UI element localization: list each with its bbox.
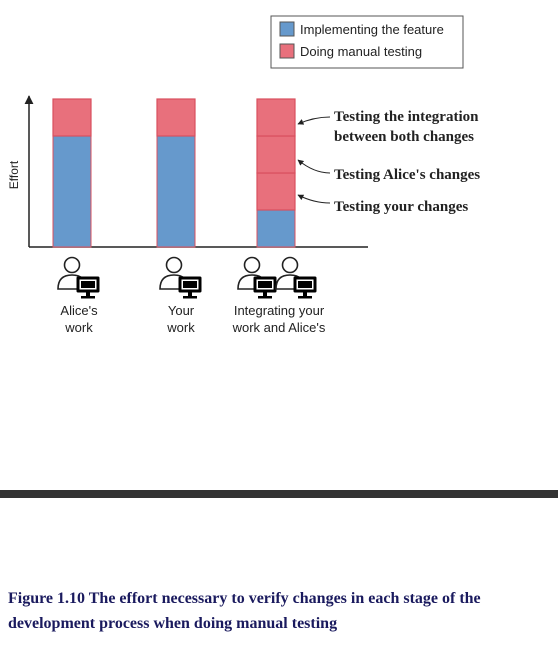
annotation-text-1-0: Testing Alice's changes xyxy=(334,167,480,183)
annotations: Testing the integration between both chan… xyxy=(297,109,480,215)
bar-testing-2-0 xyxy=(256,172,296,211)
category-labels: Alice's work Your work Integrating your work … xyxy=(60,303,325,335)
annotation-text-0-1: between both changes xyxy=(334,129,474,145)
legend-entry-0: Implementing the feature xyxy=(300,22,444,37)
bar-implementing-1 xyxy=(156,135,196,248)
bars xyxy=(52,98,296,248)
figure-caption: Figure 1.10 The effort necessary to veri… xyxy=(8,590,481,632)
effort-chart: Implementing the feature Doing manual tes… xyxy=(7,15,480,335)
bar-testing-0-0 xyxy=(52,98,92,137)
annotation-text-0-0: Testing the integration xyxy=(334,109,479,125)
bar-testing-1-0 xyxy=(156,98,196,137)
legend: Implementing the feature Doing manual tes… xyxy=(270,15,464,69)
legend-swatch-1 xyxy=(279,43,295,59)
bar-testing-2-2 xyxy=(256,98,296,137)
legend-swatch-0 xyxy=(279,21,295,37)
category-label-0-1: work xyxy=(64,320,93,335)
category-icons xyxy=(57,256,317,299)
annotation-arrow-2 xyxy=(297,194,331,204)
category-label-0-0: Alice's xyxy=(60,303,98,318)
category-label-2-1: work and Alice's xyxy=(232,320,326,335)
annotation-text-2-0: Testing your changes xyxy=(334,199,468,215)
annotation-arrow-1 xyxy=(297,159,331,174)
section-divider xyxy=(0,490,558,498)
bar-implementing-0 xyxy=(52,135,92,248)
two-people-at-computers-icon-2 xyxy=(237,256,317,299)
legend-entry-1: Doing manual testing xyxy=(300,44,422,59)
legend-box xyxy=(270,15,464,69)
bar-implementing-2 xyxy=(256,209,296,248)
annotation-arrow-0 xyxy=(297,116,331,125)
person-at-computer-icon-0 xyxy=(57,256,100,299)
category-label-1-0: Your xyxy=(168,303,195,318)
bar-testing-2-1 xyxy=(256,135,296,174)
category-label-1-1: work xyxy=(166,320,195,335)
person-at-computer-icon-1 xyxy=(159,256,202,299)
category-label-2-0: Integrating your xyxy=(234,303,325,318)
y-axis-label: Effort xyxy=(7,160,21,189)
